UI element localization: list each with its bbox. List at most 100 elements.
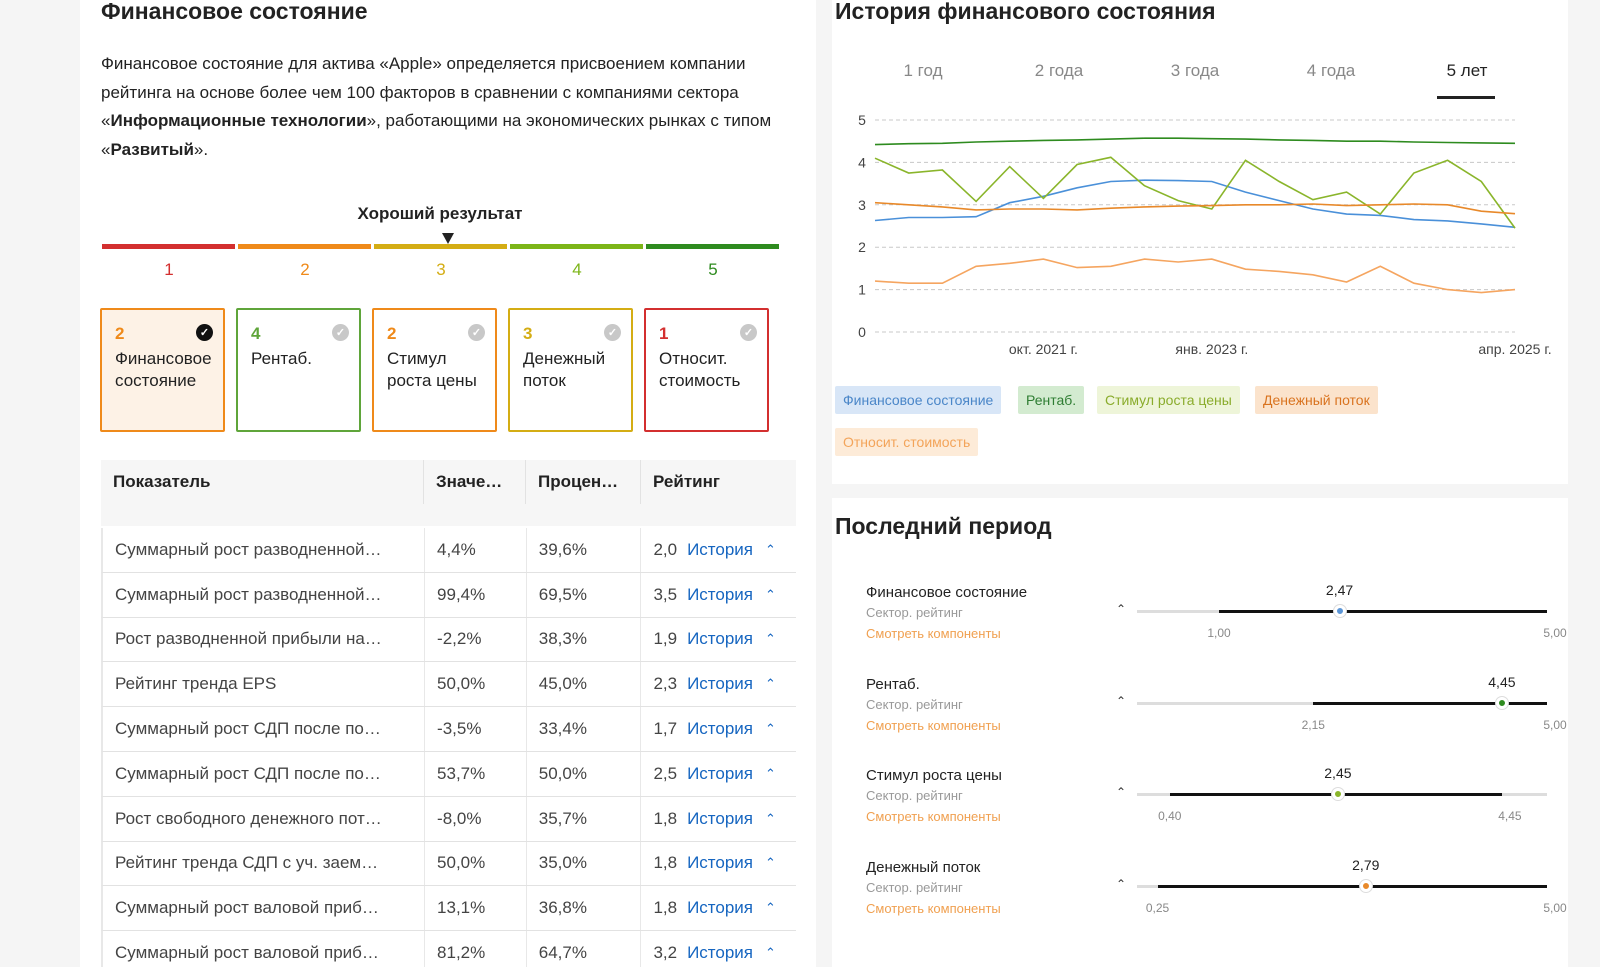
history-link[interactable]: История [687,808,754,828]
scale-segment-3 [374,244,507,249]
metric-value: 2,45 [1324,765,1352,781]
x-tick-label: янв. 2023 г. [1175,341,1248,357]
table-row[interactable]: Суммарный рост валовой приб… 81,2% 64,7% 3,… [101,931,796,967]
view-components-link[interactable]: Смотреть компоненты [866,717,1001,733]
view-components-link[interactable]: Смотреть компоненты [866,809,1001,824]
x-tick-label: апр. 2025 г. [1478,341,1551,357]
series-line [874,201,1516,215]
column-header-indicator[interactable]: Показатель [101,460,424,504]
table-row[interactable]: Рейтинг тренда EPS 50,0% 45,0% 2,3 История ⌃ [101,662,796,708]
category-card[interactable]: 2 Стимул роста цены ✓ [372,308,497,432]
metric-row: Финансовое состояние Сектор. рейтинг Смотр… [832,582,1568,672]
scale-number: 5 [708,260,718,279]
indicator-percent: 39,6% [527,528,642,572]
range-min: 0,25 [1145,900,1170,915]
table-row[interactable]: Рост разводненной прибыли на… -2,2% 38,3% 1… [101,617,796,663]
metric-marker [1495,696,1508,709]
history-link[interactable]: История [687,584,754,604]
rating-value: 1,8 [653,853,678,873]
chevron-up-icon[interactable]: ⌃ [765,721,776,737]
chevron-up-icon[interactable]: ⌃ [765,541,776,557]
table-row[interactable]: Суммарный рост СДП после по… 53,7% 50,0% 2,… [101,751,796,797]
financial-state-card: Финансовое состояние Финансовое состояни… [80,0,816,967]
category-card[interactable]: 3 Денежный поток ✓ [508,308,633,432]
rating-cell: 2,3 История ⌃ [641,662,796,706]
category-card[interactable]: 2 Финансовое состояние ✓ [100,308,225,432]
history-link[interactable]: История [687,674,754,694]
column-header-rating[interactable]: Рейтинг [653,472,720,491]
period-tab[interactable]: 5 лет [1446,61,1488,80]
chevron-up-icon[interactable]: ⌃ [765,810,776,826]
category-card[interactable]: 1 Относит. стоимость ✓ [644,308,769,432]
view-components-link[interactable]: Смотреть компоненты [866,900,1001,916]
period-tab[interactable]: 1 год [903,61,943,80]
chevron-up-icon[interactable]: ⌃ [765,676,776,692]
chevron-up-icon[interactable]: ⌃ [1116,602,1127,616]
table-row[interactable]: Суммарный рост СДП после по… -3,5% 33,4% 1,… [101,707,796,752]
legend-item[interactable]: Денежный поток [1255,386,1378,414]
range-max: 5,00 [1543,717,1567,732]
rating-value: 1,7 [653,719,678,739]
chevron-up-icon[interactable]: ⌃ [1116,785,1127,799]
legend-item[interactable]: Рентаб. [1018,386,1085,414]
table-row[interactable]: Рост свободного денежного пот… -8,0% 35,7%… [101,796,796,842]
series-line [874,258,1516,294]
chevron-up-icon[interactable]: ⌃ [765,586,776,602]
legend-item[interactable]: Относит. стоимость [835,428,979,456]
series-line [874,179,1516,229]
table-row[interactable]: Суммарный рост разводненной… 99,4% 69,5% 3,… [101,572,796,618]
rating-value: 2,3 [653,674,678,694]
history-link[interactable]: История [687,719,754,739]
section-title: Финансовое состояние [101,0,368,24]
scale-number: 1 [164,260,174,279]
rating-cell: 2,0 История ⌃ [641,528,796,572]
view-components-link[interactable]: Смотреть компоненты [866,626,1001,641]
description-part: Финансовое состояние для актива «Apple» … [101,54,746,130]
indicator-name: Рейтинг тренда EPS [103,662,426,707]
category-score: 3 [523,324,533,343]
metric-marker [1359,879,1372,892]
history-link[interactable]: История [687,763,754,783]
chevron-up-icon[interactable]: ⌃ [765,631,776,647]
check-icon: ✓ [604,324,621,341]
chevron-up-icon[interactable]: ⌃ [1116,876,1127,891]
y-tick-label: 4 [858,154,866,170]
check-icon: ✓ [740,324,757,341]
chevron-up-icon[interactable]: ⌃ [1116,693,1127,708]
sector-range [1157,884,1547,888]
sector-rating-label: Сектор. рейтинг [866,605,963,620]
period-tab[interactable]: 3 года [1170,61,1220,80]
metric-row: Денежный поток Сектор. рейтинг Смотреть ко… [832,857,1568,947]
indicator-percent: 35,0% [527,841,642,886]
column-header-value[interactable]: Значе… [424,460,526,504]
legend-item[interactable]: Стимул роста цены [1097,386,1240,414]
history-link[interactable]: История [687,539,754,559]
scale-number: 3 [436,260,446,279]
indicator-name: Суммарный рост валовой приб… [103,886,426,931]
category-score: 1 [659,324,669,343]
range-max: 5,00 [1543,900,1567,915]
rating-cell: 2,5 История ⌃ [641,752,796,796]
scale-title: Хороший результат [357,204,523,223]
table-row[interactable]: Суммарный рост разводненной… 4,4% 39,6% 2,0… [101,528,796,573]
history-link[interactable]: История [687,898,754,918]
history-link[interactable]: История [687,629,754,649]
table-row[interactable]: Рейтинг тренда СДП с уч. заем… 50,0% 35,0%… [101,841,796,887]
x-tick-label: окт. 2021 г. [1009,341,1078,357]
series-line [874,137,1516,146]
legend-item[interactable]: Финансовое состояние [835,386,1002,414]
period-tab[interactable]: 2 года [1034,61,1084,80]
category-card[interactable]: 4 Рентаб. ✓ [236,308,361,432]
y-tick-label: 2 [858,239,866,255]
indicator-percent: 38,3% [527,617,642,662]
period-tab[interactable]: 4 года [1306,61,1356,80]
chevron-up-icon[interactable]: ⌃ [765,900,776,916]
chevron-up-icon[interactable]: ⌃ [765,765,776,781]
column-header-percent[interactable]: Процен… [526,460,641,504]
chevron-up-icon[interactable]: ⌃ [765,945,776,961]
table-row[interactable]: Суммарный рост валовой приб… 13,1% 36,8% 1,… [101,886,796,932]
sector-range [1313,701,1547,705]
history-link[interactable]: История [687,853,754,873]
chevron-up-icon[interactable]: ⌃ [765,855,776,871]
history-link[interactable]: История [687,943,754,963]
